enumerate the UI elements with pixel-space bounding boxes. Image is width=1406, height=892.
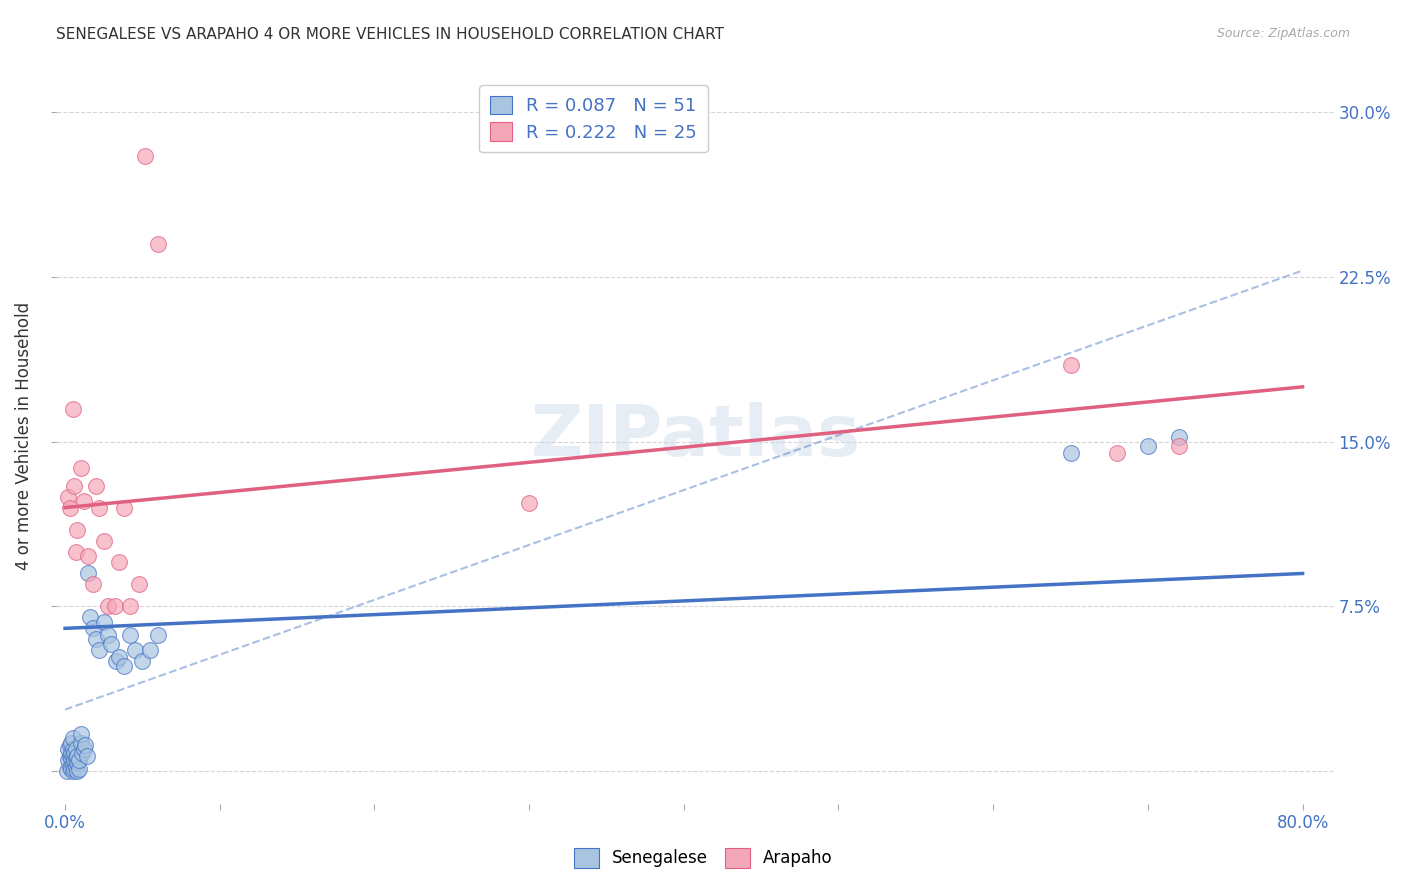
Point — [59, 500, 82, 515]
Point — [59, 759, 82, 773]
Point — [1105, 446, 1128, 460]
Point — [100, 637, 122, 651]
Point — [1059, 358, 1081, 372]
Point — [65, 544, 87, 558]
Point — [56, 753, 79, 767]
Point — [146, 628, 169, 642]
Point — [66, 748, 89, 763]
Point — [1167, 430, 1189, 444]
Point — [66, 523, 89, 537]
Point — [84, 478, 107, 492]
Point — [62, 748, 84, 763]
Point — [62, 764, 84, 778]
Point — [55, 764, 77, 778]
Text: SENEGALESE VS ARAPAHO 4 OR MORE VEHICLES IN HOUSEHOLD CORRELATION CHART: SENEGALESE VS ARAPAHO 4 OR MORE VEHICLES… — [56, 27, 724, 42]
Text: Source: ZipAtlas.com: Source: ZipAtlas.com — [1216, 27, 1350, 40]
Point — [59, 738, 82, 752]
Point — [82, 577, 104, 591]
Point — [134, 149, 156, 163]
Point — [108, 556, 131, 570]
Point — [72, 494, 94, 508]
Point — [82, 621, 104, 635]
Point — [112, 658, 135, 673]
Point — [1167, 439, 1189, 453]
Point — [62, 757, 84, 772]
Point — [77, 549, 100, 563]
Point — [103, 599, 125, 614]
Point — [1059, 446, 1081, 460]
Point — [72, 742, 94, 756]
Legend: Senegalese, Arapaho: Senegalese, Arapaho — [567, 841, 839, 875]
Point — [69, 727, 91, 741]
Point — [56, 742, 79, 756]
Point — [93, 615, 115, 629]
Point — [77, 566, 100, 581]
Point — [59, 748, 82, 763]
Point — [112, 500, 135, 515]
Point — [97, 628, 120, 642]
Point — [108, 649, 131, 664]
Point — [60, 735, 83, 749]
Point — [93, 533, 115, 548]
Point — [62, 731, 84, 745]
Point — [87, 500, 110, 515]
Legend: R = 0.087   N = 51, R = 0.222   N = 25: R = 0.087 N = 51, R = 0.222 N = 25 — [479, 85, 707, 153]
Point — [66, 764, 89, 778]
Point — [97, 599, 120, 614]
Point — [56, 490, 79, 504]
Point — [76, 748, 98, 763]
Point — [79, 610, 101, 624]
Point — [67, 762, 90, 776]
Point — [60, 747, 83, 761]
Point — [63, 753, 86, 767]
Point — [124, 643, 146, 657]
Point — [63, 747, 86, 761]
Text: ZIPatlas: ZIPatlas — [530, 401, 860, 471]
Point — [75, 738, 97, 752]
Point — [128, 577, 150, 591]
Point — [118, 628, 141, 642]
Point — [131, 654, 153, 668]
Point — [67, 753, 90, 767]
Point — [69, 461, 91, 475]
Point — [65, 751, 87, 765]
Point — [69, 735, 91, 749]
Point — [118, 599, 141, 614]
Point — [62, 401, 84, 416]
Point — [139, 643, 162, 657]
Point — [62, 742, 84, 756]
Point — [63, 478, 86, 492]
Point — [517, 496, 540, 510]
Y-axis label: 4 or more Vehicles in Household: 4 or more Vehicles in Household — [15, 302, 32, 570]
Point — [65, 759, 87, 773]
Point — [60, 751, 83, 765]
Point — [60, 762, 83, 776]
Point — [65, 742, 87, 756]
Point — [105, 654, 128, 668]
Point — [146, 237, 169, 252]
Point — [1136, 439, 1159, 453]
Point — [63, 762, 86, 776]
Point — [70, 747, 93, 761]
Point — [87, 643, 110, 657]
Point — [84, 632, 107, 647]
Point — [66, 756, 89, 770]
